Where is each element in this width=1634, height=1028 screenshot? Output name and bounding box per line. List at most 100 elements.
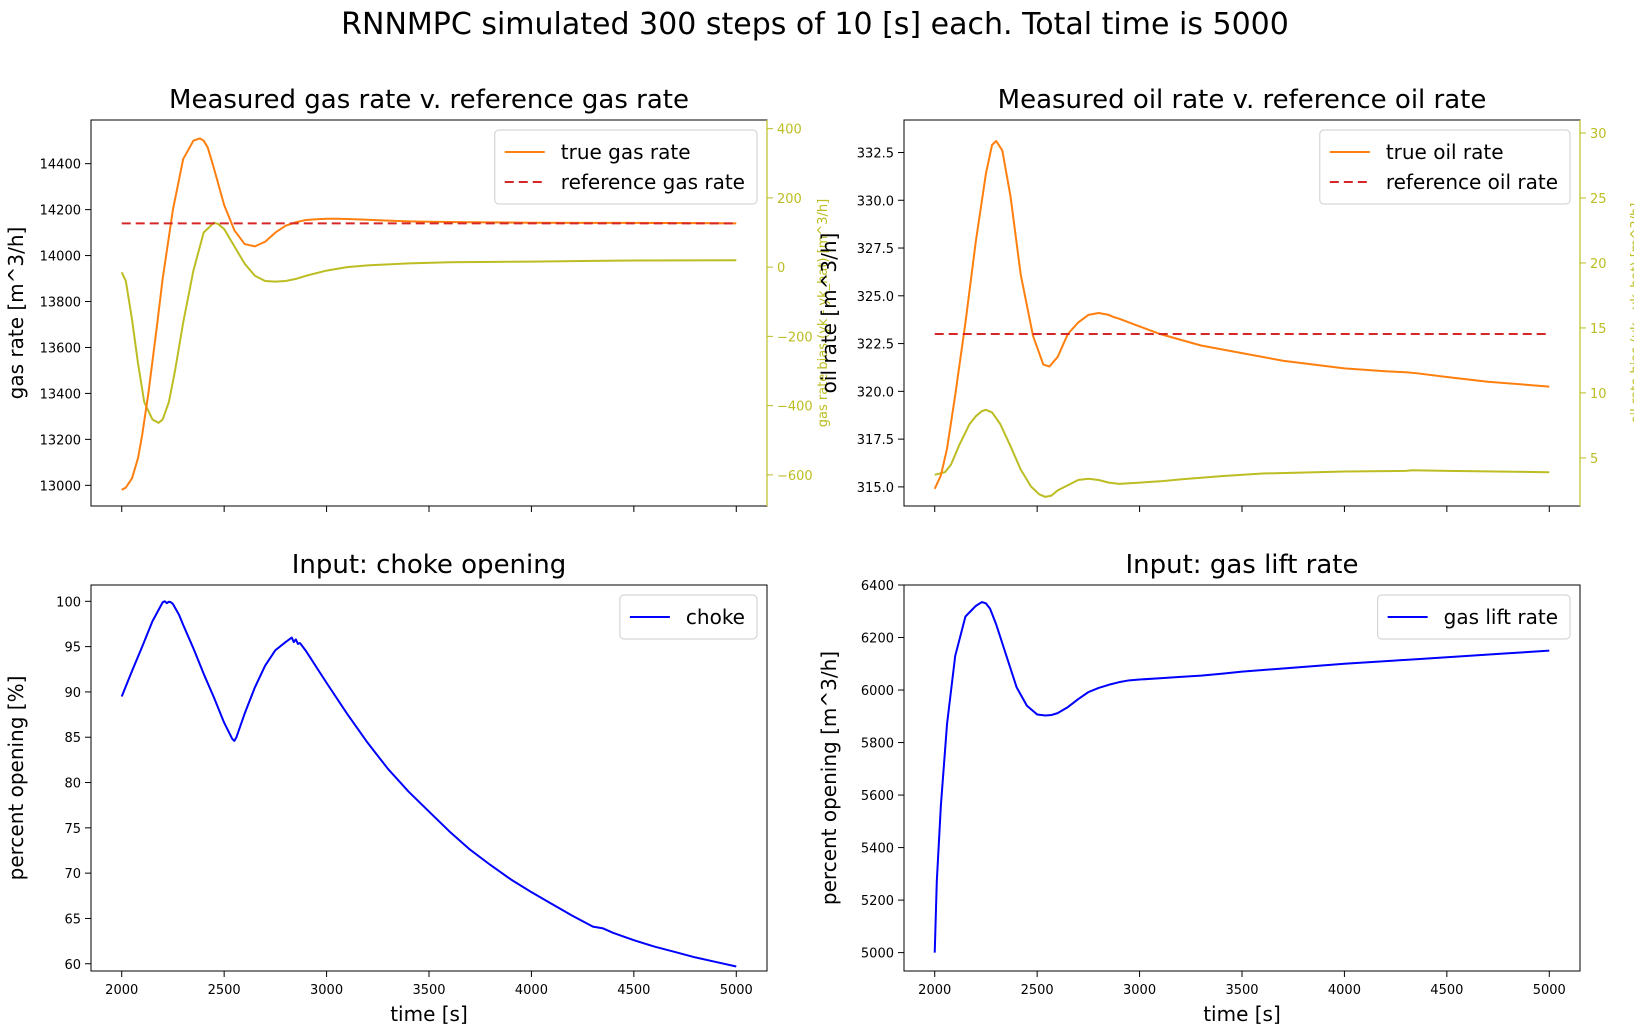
legend-box	[494, 129, 758, 205]
y-tick-label: 13000	[40, 479, 81, 494]
secondary-y-tick-label: −400	[777, 400, 813, 415]
x-tick-label: 4500	[1430, 983, 1463, 998]
y-tick-label: 5400	[861, 842, 894, 857]
y-axis-label: gas rate [m^3/h]	[4, 227, 28, 400]
x-tick-label: 3500	[412, 983, 445, 998]
secondary-y-tick-label: 5	[1590, 452, 1598, 467]
chart-gas: Measured gas rate v. reference gas rate 1…	[4, 85, 831, 512]
series-line-main	[120, 600, 737, 968]
secondary-y-tick-label: 200	[777, 192, 802, 207]
y-tick-label: 327.5	[857, 242, 894, 257]
legend: true oil rate reference oil rate	[1319, 129, 1571, 205]
y-tick-label: 95	[64, 641, 81, 656]
y-tick-label: 322.5	[857, 338, 894, 353]
y-tick-label: 70	[64, 867, 81, 882]
legend-box	[1319, 129, 1571, 205]
x-axis-label: time [s]	[1203, 1002, 1281, 1026]
y-tick-label: 320.0	[857, 385, 894, 400]
x-tick-label: 5000	[720, 983, 753, 998]
y-tick-label: 5600	[861, 789, 894, 804]
y-tick-label: 75	[64, 822, 81, 837]
y-tick-label: 13200	[40, 433, 81, 448]
legend-label: choke	[686, 605, 745, 629]
y-tick-label: 90	[64, 686, 81, 701]
x-tick-label: 3000	[1123, 983, 1156, 998]
y-tick-label: 85	[64, 731, 81, 746]
y-tick-label: 317.5	[857, 433, 894, 448]
secondary-y-tick-label: 400	[777, 123, 802, 138]
secondary-y-axis-label: gas rate bias (yk - yk_hat) [m^3/h]	[816, 199, 831, 427]
chart-title: Input: gas lift rate	[1125, 550, 1358, 580]
legend-box	[619, 594, 758, 640]
y-tick-label: 80	[64, 777, 81, 792]
x-tick-label: 2000	[918, 983, 951, 998]
legend-box	[1377, 594, 1571, 640]
series-line-main	[121, 137, 737, 491]
y-tick-label: 13600	[40, 341, 81, 356]
secondary-y-axis-label: oil rate bias (yk - yk_hat) [m^3/h]	[1629, 203, 1634, 424]
secondary-y-tick-label: 15	[1590, 322, 1607, 337]
y-tick-label: 6000	[861, 684, 894, 699]
series-line-main	[933, 140, 1550, 490]
secondary-y-tick-label: 25	[1590, 192, 1607, 207]
secondary-y-tick-label: 10	[1590, 387, 1607, 402]
x-tick-label: 5000	[1533, 983, 1566, 998]
y-tick-label: 6200	[861, 632, 894, 647]
x-tick-label: 3000	[310, 983, 343, 998]
y-tick-label: 5800	[861, 737, 894, 752]
y-tick-label: 315.0	[857, 481, 894, 496]
series-line-bias	[120, 221, 737, 424]
x-tick-label: 4000	[515, 983, 548, 998]
legend-label: gas lift rate	[1444, 605, 1558, 629]
y-tick-label: 14200	[40, 204, 81, 219]
y-tick-label: 325.0	[857, 290, 894, 305]
secondary-y-tick-label: −200	[777, 330, 813, 345]
y-axis-label: percent opening [%]	[4, 676, 28, 881]
series-line-main	[933, 601, 1550, 953]
y-tick-label: 330.0	[857, 194, 894, 209]
plot-frame	[90, 584, 768, 972]
x-tick-label: 2500	[208, 983, 241, 998]
y-tick-label: 13400	[40, 387, 81, 402]
figure-suptitle: RNNMPC simulated 300 steps of 10 [s] eac…	[341, 7, 1289, 42]
y-tick-label: 14400	[40, 158, 81, 173]
x-tick-label: 3500	[1225, 983, 1258, 998]
chart-choke: Input: choke opening 60 65 70 75 80 85 90 95 100 2…	[4, 550, 768, 1026]
secondary-y-tick-label: 20	[1590, 257, 1607, 272]
secondary-y-tick-label: 0	[777, 261, 785, 276]
y-tick-label: 14000	[40, 250, 81, 265]
chart-panels: Measured gas rate v. reference gas rate 1…	[4, 85, 1634, 1026]
legend-label: true gas rate	[561, 140, 691, 164]
y-tick-label: 65	[64, 912, 81, 927]
y-axis-label: percent opening [m^3/h]	[817, 651, 841, 905]
y-tick-label: 13800	[40, 296, 81, 311]
y-tick-label: 100	[56, 595, 81, 610]
secondary-y-tick-label: −600	[777, 469, 813, 484]
legend: true gas rate reference gas rate	[494, 129, 758, 205]
secondary-y-tick-label: 30	[1590, 127, 1607, 142]
y-axis-label: oil rate [m^3/h]	[817, 233, 841, 394]
chart-title: Input: choke opening	[292, 550, 567, 580]
x-tick-label: 4000	[1328, 983, 1361, 998]
series-line-bias	[934, 408, 1550, 498]
x-tick-label: 2000	[105, 983, 138, 998]
chart-title: Measured gas rate v. reference gas rate	[169, 85, 689, 115]
legend-label: true oil rate	[1386, 140, 1504, 164]
chart-gaslift: Input: gas lift rate 5000 5200 5400 5600 5800…	[817, 550, 1581, 1026]
chart-title: Measured oil rate v. reference oil rate	[998, 85, 1487, 115]
y-tick-label: 332.5	[857, 146, 894, 161]
x-tick-label: 4500	[617, 983, 650, 998]
x-axis-label: time [s]	[390, 1002, 468, 1026]
y-tick-label: 5000	[861, 947, 894, 962]
plot-frame	[903, 584, 1581, 972]
y-tick-label: 60	[64, 958, 81, 973]
legend: choke	[619, 594, 758, 640]
chart-oil: Measured oil rate v. reference oil rate 3…	[817, 85, 1634, 512]
legend-label: reference oil rate	[1386, 170, 1558, 194]
y-tick-label: 5200	[861, 894, 894, 909]
legend-label: reference gas rate	[561, 170, 745, 194]
y-tick-label: 6400	[861, 579, 894, 594]
x-tick-label: 2500	[1021, 983, 1054, 998]
legend: gas lift rate	[1377, 594, 1571, 640]
